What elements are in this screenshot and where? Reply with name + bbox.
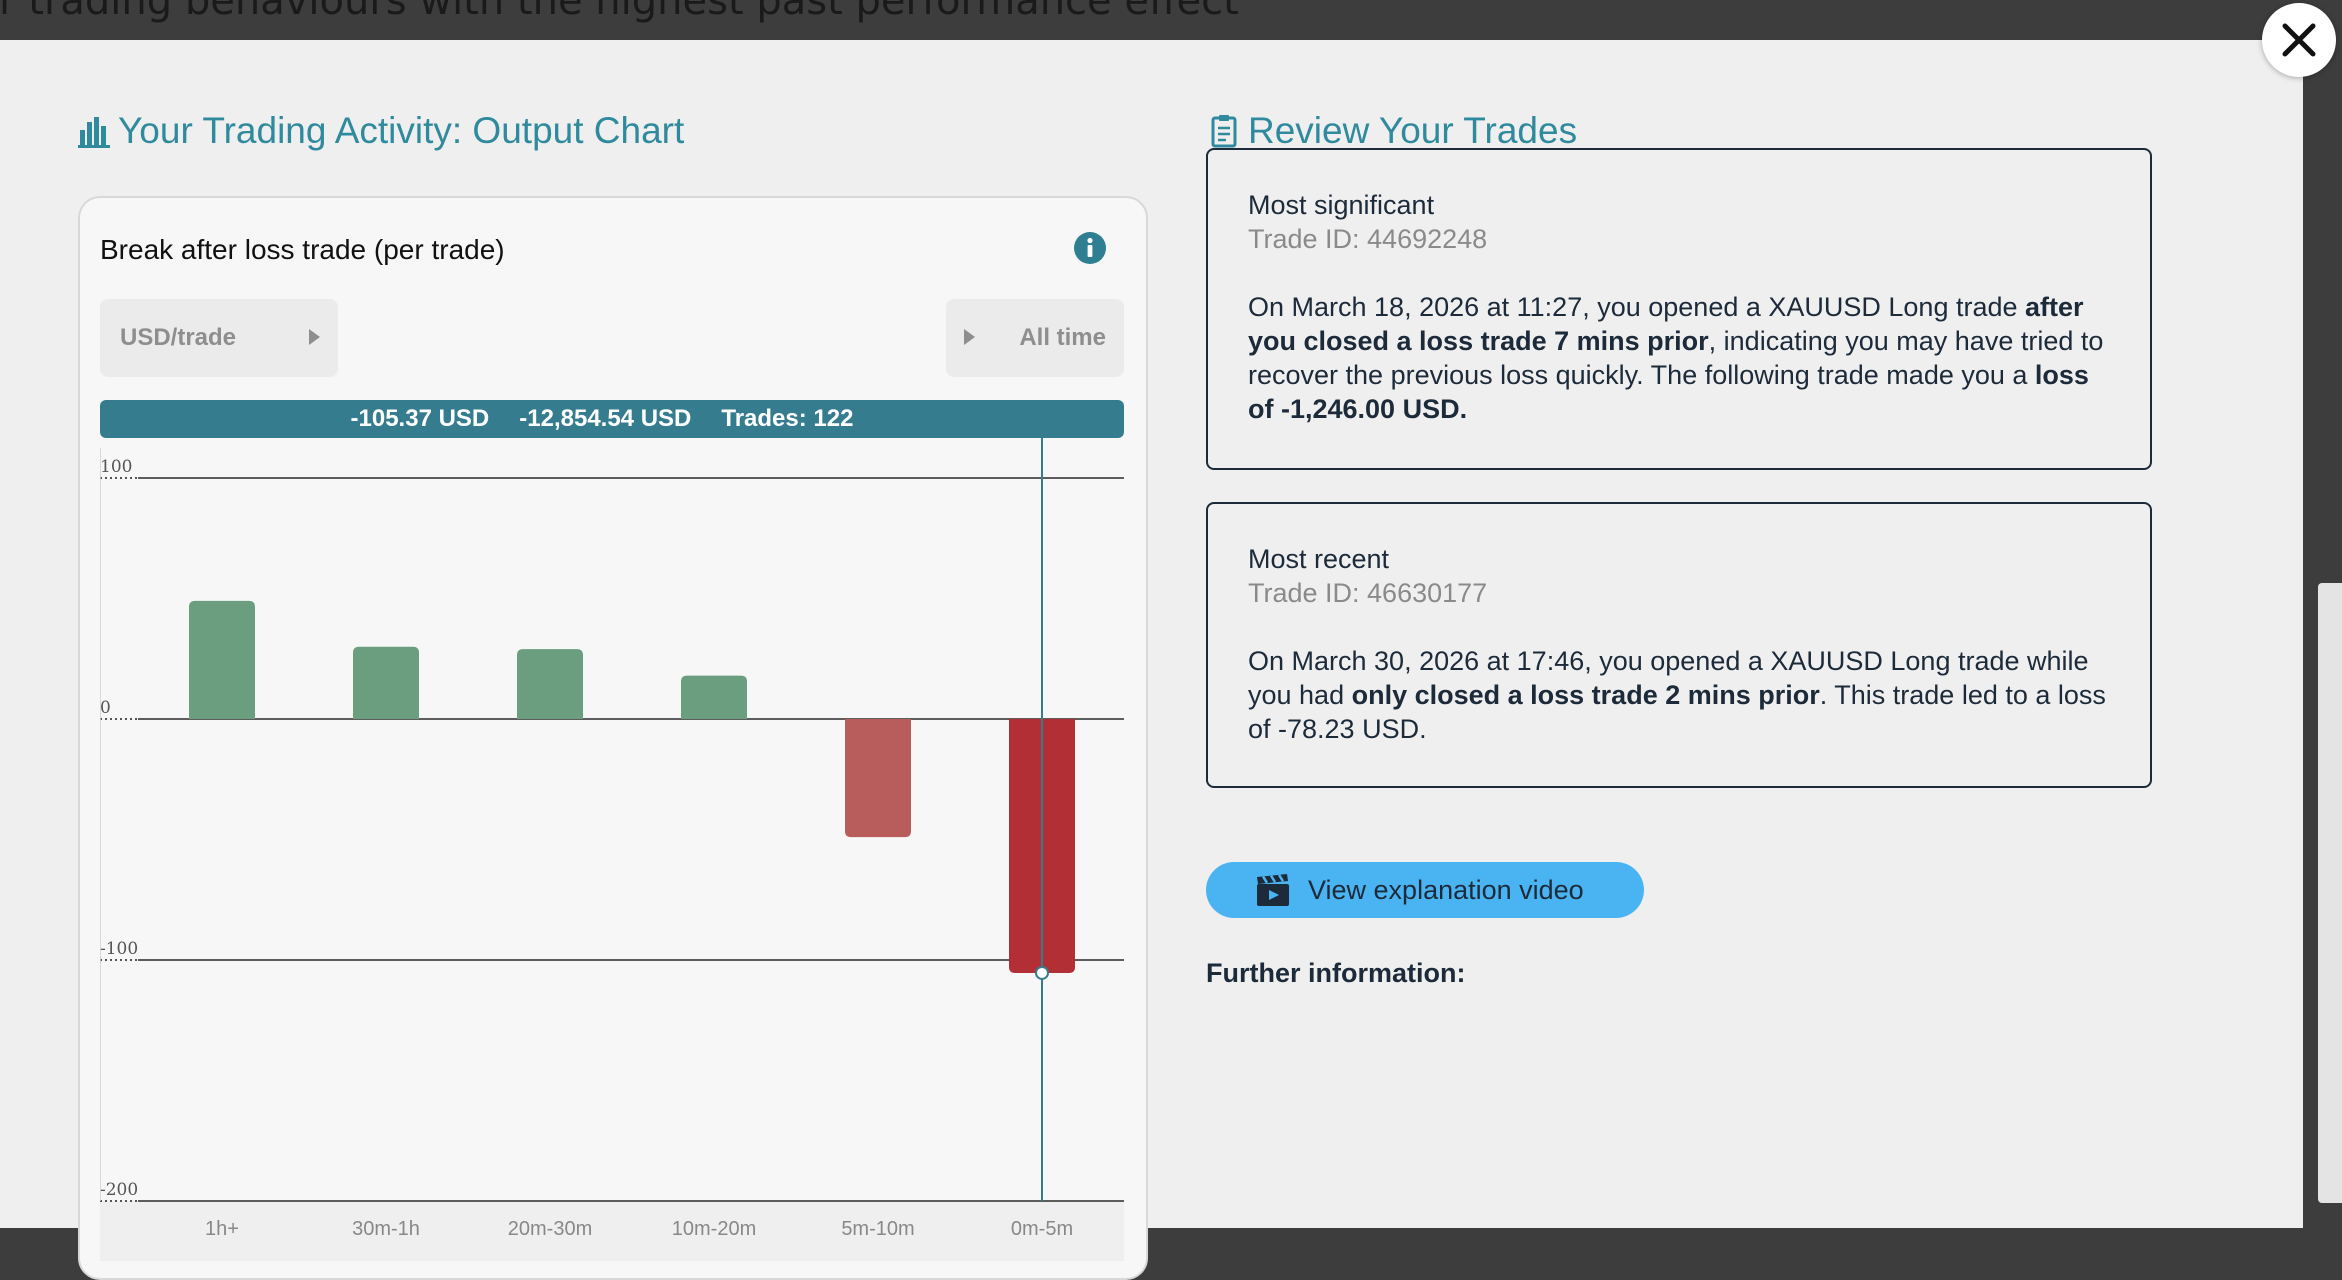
summary-per-trade: -105.37 USD: [350, 405, 490, 432]
x-tick-label: 20m-30m: [508, 1218, 592, 1240]
caret-right-icon: [964, 329, 975, 345]
close-button[interactable]: [2262, 3, 2336, 77]
x-tick-label: 10m-20m: [672, 1218, 756, 1240]
summary-trades: Trades: 122: [721, 405, 854, 432]
review-section-title: Review Your Trades: [1208, 110, 1577, 152]
trade-description: On March 30, 2026 at 17:46, you opened a…: [1248, 646, 2106, 744]
view-explanation-video-button[interactable]: View explanation video: [1206, 862, 1644, 918]
chart-section-title: Your Trading Activity: Output Chart: [78, 110, 684, 152]
trade-id: Trade ID: 44692248: [1248, 224, 1488, 254]
chart-section-title-text: Your Trading Activity: Output Chart: [118, 110, 685, 151]
period-selector-label: All time: [1019, 324, 1106, 351]
bar-5m-10m: [845, 719, 911, 838]
clapperboard-icon: [1257, 874, 1289, 906]
scrollbar-thumb[interactable]: [2318, 583, 2342, 1203]
y-tick-label: 100: [100, 457, 132, 477]
x-axis-band: [100, 1201, 1124, 1261]
most-recent-card: Most recent Trade ID: 46630177 On March …: [1206, 502, 2152, 788]
bar-30m-1h: [353, 646, 419, 719]
bar-chart-icon: [78, 117, 110, 148]
x-tick-label: 0m-5m: [1011, 1218, 1073, 1240]
x-tick-label: 5m-10m: [841, 1218, 914, 1240]
trade-description: On March 18, 2026 at 11:27, you opened a…: [1248, 292, 2104, 424]
unit-selector-label: USD/trade: [120, 324, 237, 351]
period-selector[interactable]: All time: [946, 299, 1124, 377]
background-page-text: ır trading behaviours with the highest p…: [0, 0, 1239, 24]
chart-title: Break after loss trade (per trade): [100, 234, 505, 265]
crosshair-point: [1035, 965, 1049, 980]
most-significant-card: Most significant Trade ID: 44692248 On M…: [1206, 148, 2152, 470]
x-tick-label: 30m-1h: [352, 1218, 420, 1240]
bar-20m-30m: [517, 649, 583, 719]
card-label: Most significant: [1248, 190, 1435, 220]
trade-id: Trade ID: 46630177: [1248, 578, 1488, 608]
summary-bar: -105.37 USD -12,854.54 USD Trades: 122: [100, 400, 1124, 438]
bar-1h+: [189, 600, 255, 719]
y-tick-label: -100: [100, 939, 138, 959]
chart-plot-area: [100, 438, 1124, 1238]
further-information-heading: Further information:: [1206, 958, 1466, 988]
close-icon: [2282, 23, 2316, 57]
y-tick-label: -200: [100, 1180, 138, 1200]
video-button-label: View explanation video: [1308, 874, 1584, 905]
bar-chart[interactable]: 100 0 -100 -200 1h+ 30m-1h 20m-30m 10m-20m 5m-10…: [100, 438, 1124, 1278]
review-section-title-text: Review Your Trades: [1248, 110, 1578, 151]
x-tick-label: 1h+: [205, 1218, 239, 1240]
y-tick-label: 0: [100, 698, 111, 718]
caret-right-icon: [309, 329, 320, 345]
unit-selector[interactable]: USD/trade: [100, 299, 338, 377]
clipboard-icon: [1211, 115, 1237, 148]
card-label: Most recent: [1248, 544, 1390, 574]
info-icon[interactable]: [1073, 231, 1107, 265]
summary-total: -12,854.54 USD: [519, 405, 692, 432]
bar-10m-20m: [681, 675, 747, 719]
modal-dialog: Your Trading Activity: Output Chart Revi…: [0, 40, 2303, 1280]
chart-card: Break after loss trade (per trade) USD/t…: [78, 196, 1148, 1280]
